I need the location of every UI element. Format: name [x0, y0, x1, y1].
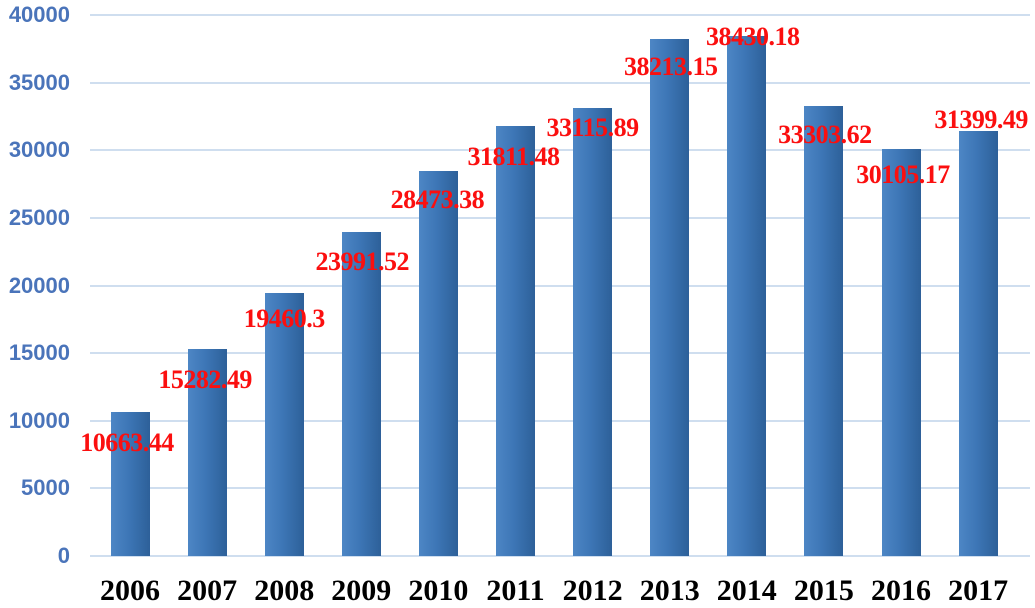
gridline: [90, 216, 1030, 219]
bar-value-label-2006: 10663.44: [80, 427, 174, 457]
bar-value-label-2009: 23991.52: [315, 246, 410, 276]
bar-2009: [341, 231, 381, 556]
bar-2007: [187, 349, 227, 556]
x-axis-label-2011: 2011: [486, 574, 545, 607]
bar-value-label-2014: 38430.18: [706, 22, 800, 52]
bar-value-label-2008: 19460.3: [243, 303, 326, 333]
y-axis-tick-label: 25000: [8, 204, 70, 230]
bar-value-label-2013: 38213.15: [623, 52, 718, 82]
gridline: [90, 284, 1030, 287]
bar-2011: [496, 125, 535, 556]
x-axis-label-2007: 2007: [177, 574, 238, 607]
bar-value-label-2011: 31811.48: [467, 141, 560, 171]
bar-value-label-2007: 15282.49: [158, 365, 252, 395]
y-axis-tick-label: 15000: [8, 340, 70, 366]
gridline: [90, 352, 1030, 355]
y-axis-tick-label: 5000: [21, 475, 70, 501]
x-axis-label-2016: 2016: [871, 574, 931, 607]
bar-2017: [958, 131, 998, 556]
x-axis-label-2008: 2008: [254, 574, 315, 607]
gridline: [90, 149, 1030, 152]
y-axis-tick-label: 35000: [8, 69, 70, 95]
bar-2016: [881, 148, 921, 556]
x-axis-label-2014: 2014: [716, 574, 777, 607]
bar-2006: [110, 411, 150, 556]
y-axis-tick-label: 40000: [8, 2, 70, 27]
bar-value-label-2012: 33115.89: [546, 113, 640, 143]
bar-value-label-2016: 30105.17: [856, 159, 950, 189]
bar-2013: [650, 39, 690, 556]
x-axis-label-2006: 2006: [100, 574, 160, 607]
x-axis-label-2015: 2015: [793, 574, 854, 607]
bar-value-label-2017: 31399.49: [934, 105, 1028, 135]
y-axis-tick-label: 20000: [8, 272, 70, 298]
gridline: [90, 81, 1030, 84]
bar-2015: [804, 105, 844, 556]
x-axis-label-2017: 2017: [948, 574, 1009, 607]
bar-2010: [418, 170, 458, 556]
bar-value-label-2010: 28473.38: [390, 184, 485, 214]
y-axis-tick-label: 30000: [8, 137, 70, 163]
gridline: [90, 487, 1030, 490]
bar-2008: [264, 292, 304, 556]
bar-value-label-2015: 33303.62: [778, 119, 872, 149]
gridline: [90, 14, 1030, 16]
gridline: [90, 419, 1030, 422]
x-axis-label-2009: 2009: [331, 574, 392, 607]
x-axis-label-2012: 2012: [562, 574, 623, 607]
y-axis-tick-label: 0: [57, 543, 70, 568]
bar-2014: [727, 36, 767, 556]
y-axis-tick-label: 10000: [8, 407, 70, 433]
gridline: [90, 555, 1030, 557]
x-axis-label-2010: 2010: [408, 574, 469, 607]
bar-2012: [573, 108, 613, 556]
x-axis-label-2013: 2013: [639, 574, 700, 607]
